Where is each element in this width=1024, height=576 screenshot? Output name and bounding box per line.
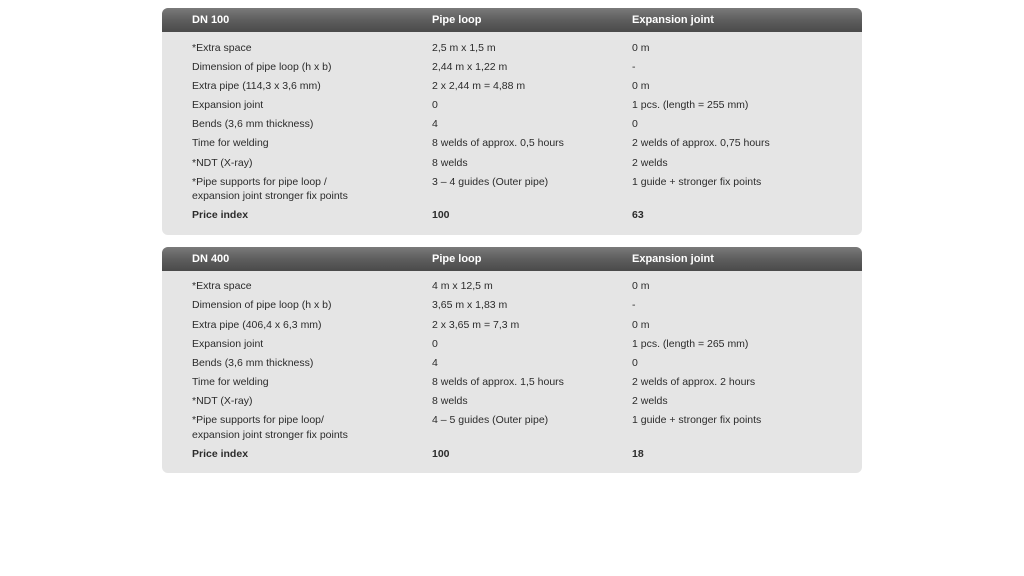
header-cell: DN 400	[162, 253, 432, 265]
table-row: *Extra space2,5 m x 1,5 m0 m	[162, 38, 862, 57]
table-cell: 4	[432, 356, 632, 370]
table-cell: 1 pcs. (length = 265 mm)	[632, 337, 842, 351]
table-cell: 18	[632, 447, 842, 461]
table-row: Time for welding8 welds of approx. 1,5 h…	[162, 373, 862, 392]
comparison-table-0: DN 100Pipe loopExpansion joint*Extra spa…	[162, 8, 862, 235]
table-cell: Dimension of pipe loop (h x b)	[162, 60, 432, 74]
table-cell: 3 – 4 guides (Outer pipe)	[432, 175, 632, 203]
table-cell: Extra pipe (114,3 x 3,6 mm)	[162, 79, 432, 93]
table-cell: 3,65 m x 1,83 m	[432, 298, 632, 312]
header-cell: Expansion joint	[632, 14, 842, 26]
table-cell: 0	[432, 98, 632, 112]
table-header: DN 400Pipe loopExpansion joint	[162, 247, 862, 271]
table-cell: Price index	[162, 208, 432, 222]
table-cell: 0	[632, 117, 842, 131]
table-cell: 8 welds	[432, 394, 632, 408]
table-cell: 2,44 m x 1,22 m	[432, 60, 632, 74]
table-row: Time for welding8 welds of approx. 0,5 h…	[162, 134, 862, 153]
table-cell: 4 – 5 guides (Outer pipe)	[432, 413, 632, 441]
table-cell: 2 welds	[632, 394, 842, 408]
table-cell: Bends (3,6 mm thickness)	[162, 356, 432, 370]
table-cell: -	[632, 60, 842, 74]
table-cell: 0 m	[632, 41, 842, 55]
table-cell: 1 pcs. (length = 255 mm)	[632, 98, 842, 112]
table-row: *Pipe supports for pipe loop /expansion …	[162, 172, 862, 205]
table-cell: 0 m	[632, 79, 842, 93]
table-cell: 63	[632, 208, 842, 222]
table-row: Extra pipe (114,3 x 3,6 mm)2 x 2,44 m = …	[162, 76, 862, 95]
table-cell: Bends (3,6 mm thickness)	[162, 117, 432, 131]
table-row: Dimension of pipe loop (h x b)2,44 m x 1…	[162, 57, 862, 76]
table-cell: Extra pipe (406,4 x 6,3 mm)	[162, 318, 432, 332]
table-cell: *Pipe supports for pipe loop /expansion …	[162, 175, 432, 203]
table-row: Bends (3,6 mm thickness)40	[162, 115, 862, 134]
table-header: DN 100Pipe loopExpansion joint	[162, 8, 862, 32]
table-cell: *NDT (X-ray)	[162, 394, 432, 408]
table-cell: *Extra space	[162, 41, 432, 55]
table-cell: 2 welds of approx. 2 hours	[632, 375, 842, 389]
header-cell: Pipe loop	[432, 14, 632, 26]
table-cell: Time for welding	[162, 375, 432, 389]
table-cell: 8 welds	[432, 156, 632, 170]
table-cell: 2 x 3,65 m = 7,3 m	[432, 318, 632, 332]
table-cell: *NDT (X-ray)	[162, 156, 432, 170]
table-row: Expansion joint01 pcs. (length = 255 mm)	[162, 96, 862, 115]
table-cell: Price index	[162, 447, 432, 461]
table-row: Expansion joint01 pcs. (length = 265 mm)	[162, 334, 862, 353]
header-cell: Expansion joint	[632, 253, 842, 265]
table-cell: 8 welds of approx. 1,5 hours	[432, 375, 632, 389]
table-cell: Time for welding	[162, 136, 432, 150]
table-cell: 8 welds of approx. 0,5 hours	[432, 136, 632, 150]
table-body: *Extra space4 m x 12,5 m0 mDimension of …	[162, 271, 862, 474]
table-cell: 2,5 m x 1,5 m	[432, 41, 632, 55]
table-cell: 100	[432, 208, 632, 222]
table-cell: 0	[632, 356, 842, 370]
table-cell: 2 welds of approx. 0,75 hours	[632, 136, 842, 150]
table-cell: 1 guide + stronger fix points	[632, 175, 842, 203]
table-cell: 4	[432, 117, 632, 131]
table-cell: Expansion joint	[162, 98, 432, 112]
table-cell: *Extra space	[162, 279, 432, 293]
table-row: Price index10063	[162, 206, 862, 225]
table-cell: 100	[432, 447, 632, 461]
table-body: *Extra space2,5 m x 1,5 m0 mDimension of…	[162, 32, 862, 235]
table-cell: 2 welds	[632, 156, 842, 170]
comparison-table-1: DN 400Pipe loopExpansion joint*Extra spa…	[162, 247, 862, 474]
header-cell: Pipe loop	[432, 253, 632, 265]
table-row: Price index10018	[162, 444, 862, 463]
table-cell: 4 m x 12,5 m	[432, 279, 632, 293]
table-row: *Extra space4 m x 12,5 m0 m	[162, 277, 862, 296]
table-row: *Pipe supports for pipe loop/expansion j…	[162, 411, 862, 444]
header-cell: DN 100	[162, 14, 432, 26]
table-cell: *Pipe supports for pipe loop/expansion j…	[162, 413, 432, 441]
table-cell: 0	[432, 337, 632, 351]
table-row: *NDT (X-ray)8 welds2 welds	[162, 392, 862, 411]
table-cell: Dimension of pipe loop (h x b)	[162, 298, 432, 312]
table-cell: 0 m	[632, 318, 842, 332]
table-cell: 0 m	[632, 279, 842, 293]
table-cell: 2 x 2,44 m = 4,88 m	[432, 79, 632, 93]
table-cell: Expansion joint	[162, 337, 432, 351]
table-row: *NDT (X-ray)8 welds2 welds	[162, 153, 862, 172]
table-row: Dimension of pipe loop (h x b)3,65 m x 1…	[162, 296, 862, 315]
table-row: Extra pipe (406,4 x 6,3 mm)2 x 3,65 m = …	[162, 315, 862, 334]
table-cell: 1 guide + stronger fix points	[632, 413, 842, 441]
table-cell: -	[632, 298, 842, 312]
table-row: Bends (3,6 mm thickness)40	[162, 353, 862, 372]
